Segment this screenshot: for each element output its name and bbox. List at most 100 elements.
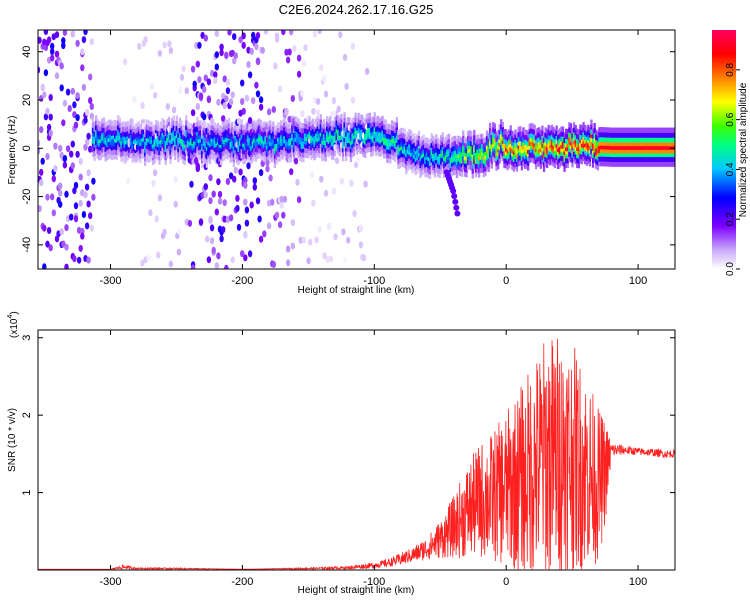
spectrogram-cell — [232, 141, 235, 147]
noise-cell — [235, 204, 240, 212]
spectrogram-cell — [253, 137, 256, 143]
spectrogram-cell — [125, 142, 128, 148]
spectrogram-cell — [565, 128, 568, 135]
spectrogram-cell — [582, 156, 585, 162]
spectrogram-cell — [340, 138, 343, 144]
spectrogram-cell — [313, 138, 316, 144]
spectrogram-cell — [435, 138, 438, 145]
spectrogram-cell — [313, 154, 316, 161]
spectrogram-cell — [639, 127, 642, 133]
spectrogram-cell — [277, 135, 280, 142]
spectrogram-cell — [497, 146, 500, 153]
spectrogram-cell — [596, 140, 599, 147]
spectrogram-cell — [189, 143, 193, 150]
spectrogram-cell — [565, 142, 568, 148]
spectrogram-cell — [641, 137, 644, 143]
spectrogram-cell — [118, 127, 121, 133]
spectrogram-cell — [666, 144, 669, 150]
spectrogram-cell — [530, 143, 533, 149]
noise-cell — [240, 250, 245, 258]
spectrogram-cell — [109, 140, 112, 146]
spectrogram-cell — [596, 151, 599, 158]
spectrogram-cell — [566, 133, 569, 140]
spectrogram-cell — [541, 125, 544, 131]
spectrogram-cell — [603, 132, 606, 138]
spectrogram-cell — [414, 169, 417, 176]
spectrogram-cell — [414, 152, 417, 159]
spectrogram-cell — [220, 146, 223, 153]
spectrogram-cell — [449, 155, 452, 162]
noise-cell — [73, 181, 79, 189]
spectrogram-cell — [327, 142, 330, 148]
spectrogram-cell — [204, 143, 207, 149]
spectrogram-cell — [671, 148, 674, 154]
spectrogram-cell — [497, 139, 500, 146]
spectrogram-cell — [639, 156, 642, 162]
spectrogram-cell — [163, 136, 166, 143]
spectrogram-cell — [326, 133, 329, 139]
spectrogram-cell — [387, 140, 391, 147]
spectrogram-cell — [194, 123, 197, 129]
spectrogram-cell — [500, 148, 503, 154]
spectrogram-cell — [383, 128, 386, 134]
spectrogram-cell — [432, 159, 435, 166]
spectrogram-cell — [139, 152, 142, 159]
spectrogram-cell — [254, 132, 258, 138]
spectrogram-cell — [514, 139, 517, 145]
spectrogram-cell — [125, 126, 128, 133]
spectrogram-cell — [511, 159, 514, 166]
noise-cell — [42, 91, 47, 99]
noise-cell — [350, 96, 356, 104]
spectrogram-cell — [375, 130, 378, 136]
spectrogram-cell — [497, 134, 500, 141]
spectrogram-cell — [117, 144, 120, 150]
spectrogram-cell — [134, 128, 137, 134]
spectrogram-cell — [405, 134, 408, 141]
spectrogram-cell — [202, 133, 205, 139]
spectrogram-cell — [389, 141, 392, 147]
spectrogram-cell — [553, 145, 557, 152]
spectrogram-cell — [620, 137, 623, 143]
spectrogram-cell — [389, 137, 392, 144]
spectrogram-cell — [614, 161, 617, 167]
noise-cell — [42, 38, 47, 46]
spectrogram-cell — [617, 151, 620, 158]
spectrogram-cell — [156, 141, 159, 147]
noise-cell — [222, 75, 227, 83]
spectrogram-cell — [544, 132, 547, 138]
spectrogram-cell — [237, 131, 240, 137]
spectrogram-cell — [459, 170, 462, 176]
noise-cell — [228, 98, 234, 106]
spectrogram-cell — [432, 164, 435, 170]
spectrogram-cell — [579, 129, 582, 135]
spectrogram-cell — [574, 141, 577, 148]
spectrogram-cell — [515, 142, 519, 148]
spectrogram-cell — [299, 131, 302, 137]
spectrogram-cell — [479, 150, 482, 157]
spectrogram-cell — [137, 150, 140, 156]
spectrogram-cell — [180, 125, 183, 131]
spectrogram-cell — [114, 136, 117, 143]
spectrogram-cell — [208, 149, 212, 155]
spectrogram-cell — [468, 147, 471, 153]
spectrogram-cell — [102, 117, 106, 123]
spectrogram-cell — [253, 133, 256, 140]
spectrogram-cell — [503, 138, 506, 144]
spectrogram-cell — [150, 142, 153, 148]
spectrogram-cell — [227, 118, 231, 124]
spectrogram-cell — [394, 143, 397, 149]
spectrogram-cell — [170, 127, 174, 133]
spectrogram-cell — [243, 141, 246, 147]
spectrogram-cell — [156, 134, 159, 140]
spectrogram-cell — [322, 143, 326, 149]
spectrogram-cell — [476, 147, 479, 154]
spectrogram-cell — [595, 150, 598, 156]
spectrogram-cell — [487, 153, 490, 159]
spectrogram-cell — [129, 140, 133, 146]
noise-cell — [350, 42, 356, 50]
spectrogram-cell — [319, 148, 322, 154]
spectrogram-cell — [158, 149, 161, 155]
spectrogram-cell — [555, 125, 558, 131]
noise-cell — [84, 108, 90, 116]
spectrogram-cell — [286, 128, 289, 134]
